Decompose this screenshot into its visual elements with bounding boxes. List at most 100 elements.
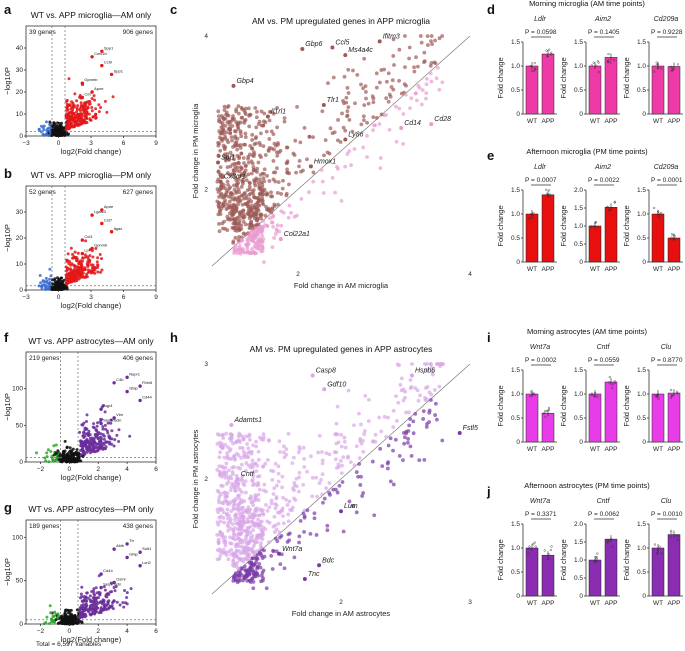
replicate-dot [543, 549, 546, 552]
data-point [251, 165, 256, 170]
data-point [277, 530, 282, 534]
point-label: Nupr1 [129, 371, 141, 376]
data-point [105, 429, 109, 433]
data-point [91, 115, 95, 119]
data-point [366, 101, 371, 106]
point-label: Lgals3 [94, 209, 107, 214]
data-point [254, 115, 259, 120]
data-point [96, 442, 100, 446]
replicate-dot [659, 214, 662, 217]
bar-chart-ldlr [521, 36, 557, 115]
data-point [75, 121, 79, 125]
data-point [79, 596, 83, 600]
data-point [84, 255, 88, 259]
data-point [266, 148, 271, 152]
y-axis-label: Fold change [559, 539, 568, 580]
data-point [246, 106, 251, 111]
replicate-dot [531, 216, 534, 219]
data-point [243, 202, 248, 206]
data-point [247, 226, 252, 231]
data-point [223, 226, 228, 231]
data-point [83, 444, 87, 448]
y-tick-label: 40 [16, 45, 24, 52]
replicate-dot [656, 393, 660, 396]
y-tick-label: 0.5 [637, 87, 646, 94]
data-point [384, 113, 388, 117]
panel-label-a: a [4, 2, 12, 17]
y-axis-label: Fold change in PM microglia [191, 103, 200, 198]
data-point [254, 513, 259, 518]
data-point [56, 283, 60, 287]
data-point [233, 223, 238, 227]
data-point [105, 110, 109, 114]
data-point [111, 95, 115, 99]
gene-label: Wnt7a [282, 546, 302, 553]
data-point [67, 611, 71, 615]
data-point [78, 93, 82, 97]
data-point [340, 480, 345, 484]
labeled-point [99, 421, 103, 426]
data-point [239, 115, 244, 120]
data-point [229, 209, 234, 214]
data-point [389, 85, 394, 89]
replicate-dot [548, 558, 551, 561]
chart-title-a: WT vs. APP microglia—AM only [31, 10, 152, 20]
data-point [407, 56, 411, 61]
gene-point [343, 53, 348, 58]
data-point [246, 172, 251, 177]
data-point [66, 608, 70, 612]
replicate-dot [606, 541, 609, 544]
replicate-dot [545, 409, 548, 413]
category-label: APP [667, 446, 680, 453]
p-value: P = 0.0598 [525, 29, 557, 36]
data-point [260, 578, 265, 583]
chart-title-g: WT vs. APP astrocytes—PM only [28, 504, 154, 514]
data-point [398, 382, 403, 387]
data-point [234, 190, 239, 195]
data-point [65, 277, 69, 281]
gene-label: Hspb6 [415, 368, 435, 375]
labeled-point [90, 90, 94, 94]
data-point [421, 417, 426, 421]
y-axis-label: −log10P [3, 67, 12, 95]
data-point [237, 438, 242, 443]
data-point [357, 456, 362, 461]
data-point [93, 114, 97, 118]
x-tick-label: 9 [154, 140, 158, 147]
replicate-dot [533, 62, 536, 65]
data-point [227, 449, 232, 453]
data-point [79, 116, 83, 120]
data-point [321, 500, 325, 505]
labeled-point [138, 384, 142, 388]
data-point [302, 465, 307, 469]
data-point [90, 105, 94, 109]
data-point [239, 226, 244, 231]
data-point [320, 472, 325, 477]
y-tick-label: 0.5 [511, 569, 520, 576]
gene-title: Aim2 [594, 16, 611, 23]
data-point [241, 517, 246, 522]
data-point [113, 589, 117, 593]
x-tick-label: −2 [37, 466, 45, 473]
x-axis-label: log2(Fold change) [61, 635, 122, 644]
data-point [246, 204, 251, 208]
data-point [70, 621, 74, 625]
data-point [248, 437, 252, 442]
replicate-dot [608, 375, 611, 379]
y-tick-label: 2.0 [574, 187, 583, 194]
data-point [235, 215, 240, 220]
data-point [48, 120, 52, 124]
data-point [250, 556, 255, 561]
data-point [379, 68, 384, 72]
replicate-dot [671, 69, 674, 72]
data-point [44, 287, 48, 291]
chart-title-c: AM vs. PM upregulated genes in APP micro… [252, 16, 430, 26]
data-point [391, 448, 395, 453]
data-point [281, 450, 286, 455]
data-point [217, 464, 222, 469]
gene-label: Gdf10 [327, 381, 346, 388]
data-point [76, 620, 80, 624]
data-point [223, 539, 228, 544]
y-tick-label: 100 [12, 534, 23, 541]
data-point [345, 114, 349, 119]
